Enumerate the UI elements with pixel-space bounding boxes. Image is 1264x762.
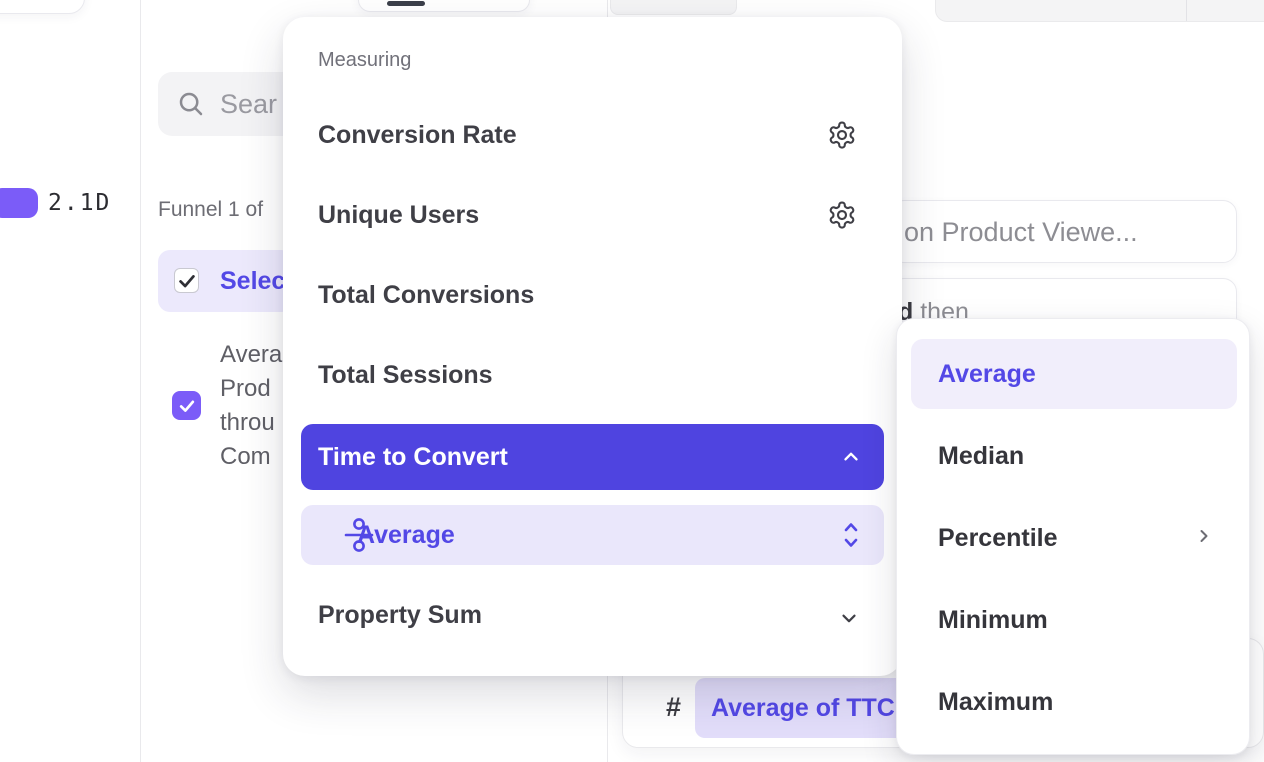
menu-item-total-conversions[interactable]: Total Conversions (318, 281, 535, 309)
agg-item-minimum[interactable]: Minimum (938, 606, 1048, 634)
chevron-up-icon (840, 446, 862, 468)
menu-item-total-sessions[interactable]: Total Sessions (318, 361, 493, 389)
step-checkbox-icon[interactable] (172, 391, 201, 420)
search-icon (176, 89, 206, 119)
divide-icon (343, 516, 375, 554)
funnel-bar-swatch (0, 188, 38, 218)
funnel-list-header: Funnel 1 of (158, 198, 264, 221)
gear-icon[interactable] (826, 119, 858, 151)
agg-item-median[interactable]: Median (938, 442, 1025, 470)
agg-item-percentile[interactable]: Percentile (938, 524, 1058, 552)
funnel-select-row[interactable]: Selec (158, 250, 293, 312)
step-description-line: throu (220, 409, 275, 436)
menu-item-conversion-rate[interactable]: Conversion Rate (318, 121, 517, 149)
metric-selector-label: Average of TTC (711, 693, 895, 722)
step-description: Avera Prod throu Com (220, 338, 282, 474)
menu-item-unique-users[interactable]: Unique Users (318, 201, 480, 229)
gear-icon[interactable] (826, 199, 858, 231)
step-description-line: Avera (220, 341, 283, 368)
toolbar-dark-bar (387, 1, 425, 6)
menu-item-time-to-convert[interactable]: Time to Convert (301, 424, 884, 490)
event-name: on Product Viewe... (904, 217, 1138, 247)
checkbox-checked-icon[interactable] (174, 268, 199, 293)
agg-item-average[interactable]: Average (911, 339, 1237, 409)
measuring-menu-header: Measuring (318, 49, 412, 71)
menu-item-property-sum[interactable]: Property Sum (318, 601, 482, 629)
background-card-topleft (0, 0, 85, 14)
metric-symbol: # (666, 692, 682, 722)
aggregation-menu: Average Median Percentile Minimum Maximu… (896, 318, 1250, 755)
background-gray-box (610, 0, 737, 15)
segment-divider (1186, 0, 1187, 21)
agg-item-maximum[interactable]: Maximum (938, 688, 1054, 716)
agg-average-label: Average (938, 359, 1036, 388)
average-aggregation-label: Average (357, 520, 455, 549)
time-to-convert-label: Time to Convert (318, 442, 508, 471)
chevron-up-down-icon (842, 521, 860, 549)
funnel-step-label: 2.1D (48, 190, 112, 216)
left-panel-divider (140, 0, 141, 762)
selected-funnel-label: Selec (220, 267, 286, 295)
step-description-line: Com (220, 443, 271, 470)
chevron-right-icon (1194, 526, 1214, 546)
background-segment-control (935, 0, 1264, 22)
step-description-line: Prod (220, 375, 271, 402)
background-toolbar-box (358, 0, 530, 12)
measuring-menu: Measuring Conversion Rate Unique Users T… (283, 17, 902, 676)
chevron-down-icon (833, 602, 865, 634)
event-card[interactable]: on Product Viewe... (890, 200, 1237, 263)
menu-item-average-aggregation[interactable]: Average (301, 505, 884, 565)
